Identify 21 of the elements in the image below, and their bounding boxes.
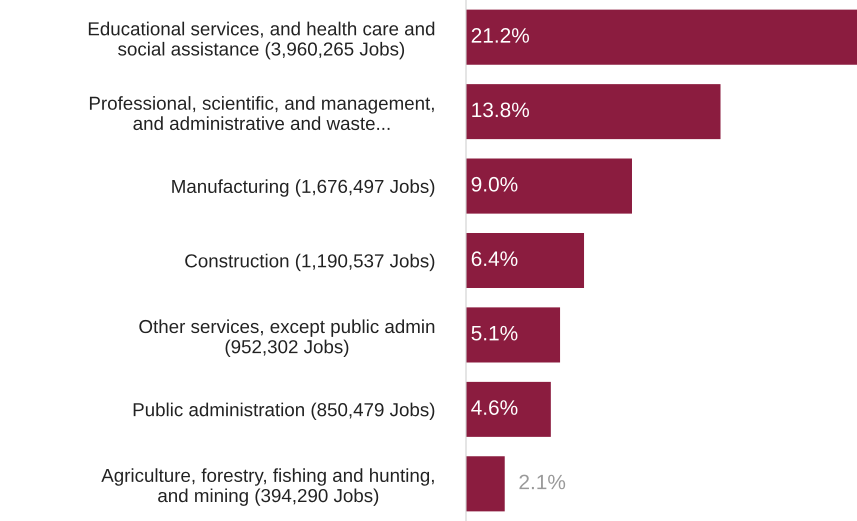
y-tick-label: Professional, scientific, and management, and administrative and waste... xyxy=(90,96,434,130)
data-label: 4.6% xyxy=(471,400,518,415)
bar xyxy=(466,158,632,214)
y-tick-label: Public administration (850,479 Jobs) xyxy=(134,402,434,420)
bar xyxy=(466,10,857,65)
data-label: 9.0% xyxy=(472,176,518,192)
bar xyxy=(466,84,721,140)
y-tick-label: Manufacturing (1,676,497 Jobs) xyxy=(172,179,434,197)
bar xyxy=(466,382,551,437)
bar xyxy=(466,307,560,362)
data-label: 5.1% xyxy=(472,326,518,341)
y-tick-label: Educational services, and health care and social assistance (3,960,265 Jobs) xyxy=(88,22,434,60)
y-tick-label: Construction (1,190,537 Jobs) xyxy=(185,254,434,272)
data-label: 13.8% xyxy=(472,102,530,118)
y-tick-label: Other services, except public admin (952,302 Jobs) xyxy=(139,319,434,358)
data-label: 6.4% xyxy=(472,251,518,266)
bar xyxy=(466,456,505,512)
data-label: 2.1% xyxy=(519,474,566,490)
y-tick-label: Agriculture, forestry, fishing and hunting, and mining (394,290 Jobs) xyxy=(101,468,434,506)
data-label: 21.2% xyxy=(472,28,530,43)
bar xyxy=(466,232,584,288)
